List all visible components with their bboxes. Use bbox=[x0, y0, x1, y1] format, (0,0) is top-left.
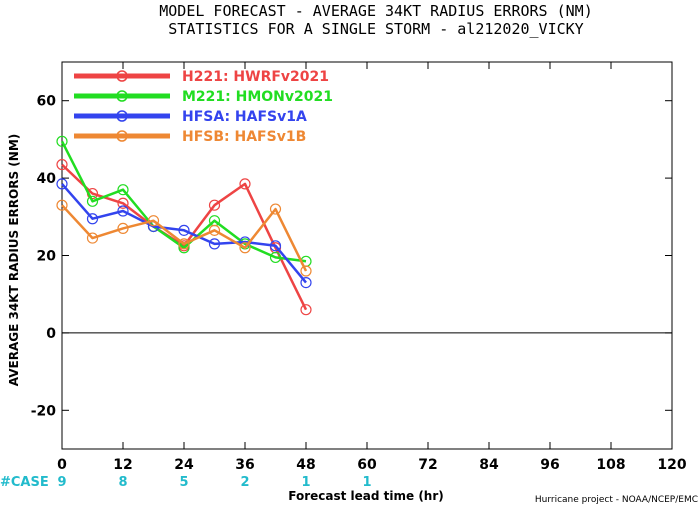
data-point bbox=[56, 178, 68, 190]
y-tick-label: 0 bbox=[46, 326, 56, 342]
data-point bbox=[269, 251, 282, 264]
x-tick-label: 12 bbox=[113, 457, 132, 473]
y-tick-label: 20 bbox=[37, 249, 57, 265]
chart-subtitle: STATISTICS FOR A SINGLE STORM - al212020… bbox=[168, 20, 583, 38]
legend: H221: HWRFv2021 M221: HMONv2021 HFSA: HAFS… bbox=[74, 69, 333, 145]
x-tick-label: 72 bbox=[418, 457, 437, 473]
legend-entry: HFSA: HAFSv1A bbox=[182, 109, 307, 125]
data-point bbox=[86, 232, 99, 244]
chart-title: MODEL FORECAST - AVERAGE 34KT RADIUS ERR… bbox=[159, 2, 592, 20]
legend-entry: H221: HWRFv2021 bbox=[182, 69, 329, 85]
data-point bbox=[269, 240, 282, 252]
data-point bbox=[178, 224, 190, 236]
legend-marker bbox=[116, 130, 128, 142]
data-point bbox=[208, 224, 221, 236]
data-point bbox=[56, 135, 68, 147]
data-point bbox=[56, 199, 68, 211]
data-point bbox=[300, 265, 312, 277]
data-point bbox=[56, 158, 68, 171]
data-point bbox=[208, 238, 221, 250]
data-point bbox=[117, 205, 129, 217]
x-tick-label: 24 bbox=[174, 457, 194, 473]
series-4 bbox=[56, 199, 312, 277]
series-line bbox=[61, 204, 308, 272]
x-tick-label: 0 bbox=[57, 457, 67, 473]
credit-text: Hurricane project - NOAA/NCEP/EMC bbox=[535, 495, 698, 505]
series-line bbox=[60, 140, 307, 263]
data-point bbox=[239, 242, 251, 254]
plot-area: 0 12 24 36 48 60 72 84 96 108 120 -20 0 20 40 60 H221: H… bbox=[31, 61, 687, 473]
legend-entry: HFSB: HAFSv1B bbox=[182, 129, 306, 145]
case-count: 5 bbox=[179, 475, 188, 490]
x-tick-label: 108 bbox=[596, 457, 625, 473]
y-tick-label: -20 bbox=[31, 403, 57, 419]
case-count: 2 bbox=[240, 475, 249, 490]
data-point bbox=[269, 203, 282, 215]
data-point bbox=[117, 197, 129, 209]
data-point bbox=[86, 195, 99, 207]
data-point bbox=[147, 215, 160, 227]
data-point bbox=[117, 222, 129, 235]
y-tick-label: 40 bbox=[37, 171, 57, 187]
case-label: #CASE bbox=[0, 475, 49, 490]
y-tick-label: 60 bbox=[37, 94, 57, 110]
data-point bbox=[300, 304, 312, 316]
data-point bbox=[239, 178, 251, 190]
data-point bbox=[300, 276, 312, 289]
x-tick-label: 48 bbox=[296, 457, 315, 473]
legend-marker bbox=[116, 110, 128, 122]
data-point bbox=[178, 238, 190, 250]
legend-marker bbox=[116, 70, 128, 82]
case-count: 8 bbox=[118, 475, 127, 490]
y-axis-label: AVERAGE 34KT RADIUS ERRORS (NM) bbox=[7, 134, 21, 386]
case-count: 1 bbox=[362, 475, 371, 490]
series-2 bbox=[56, 135, 312, 267]
x-tick-label: 120 bbox=[657, 457, 686, 473]
plot-frame bbox=[61, 61, 673, 450]
case-count: 1 bbox=[301, 475, 310, 490]
x-tick-label: 36 bbox=[235, 457, 254, 473]
legend-marker bbox=[116, 90, 128, 102]
case-count: 9 bbox=[57, 475, 66, 490]
x-tick-label: 60 bbox=[357, 457, 377, 473]
data-point bbox=[117, 184, 129, 196]
series-line bbox=[61, 183, 307, 284]
data-point bbox=[208, 199, 221, 211]
x-axis-label: Forecast lead time (hr) bbox=[288, 489, 444, 503]
data-point bbox=[86, 213, 99, 225]
x-tick-label: 84 bbox=[479, 457, 499, 473]
legend-entry: M221: HMONv2021 bbox=[182, 89, 333, 105]
x-tick-label: 96 bbox=[540, 457, 559, 473]
